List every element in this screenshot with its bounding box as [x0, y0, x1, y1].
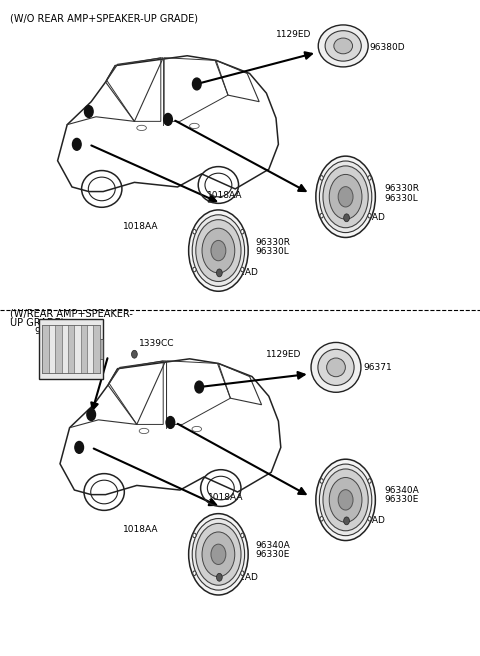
- Bar: [68, 325, 74, 373]
- Text: 96330E: 96330E: [256, 550, 290, 560]
- Bar: [42, 325, 49, 373]
- Circle shape: [323, 469, 368, 531]
- Circle shape: [164, 113, 172, 125]
- Circle shape: [316, 156, 375, 237]
- Text: UP GRADE): UP GRADE): [10, 318, 64, 328]
- Circle shape: [320, 479, 323, 483]
- Circle shape: [316, 459, 375, 541]
- Circle shape: [319, 161, 372, 233]
- Bar: [55, 325, 61, 373]
- Bar: [98, 339, 104, 359]
- Circle shape: [193, 533, 196, 538]
- Text: 1018AA: 1018AA: [123, 222, 158, 231]
- Circle shape: [338, 489, 353, 510]
- Circle shape: [193, 230, 196, 234]
- Text: 1491AD: 1491AD: [223, 573, 259, 582]
- Circle shape: [193, 267, 196, 272]
- Circle shape: [320, 213, 323, 218]
- Circle shape: [132, 350, 137, 358]
- Circle shape: [72, 138, 81, 150]
- Circle shape: [195, 381, 204, 393]
- Circle shape: [192, 518, 245, 590]
- Text: 96370N: 96370N: [35, 327, 70, 336]
- Ellipse shape: [318, 25, 368, 67]
- Text: 96340A: 96340A: [256, 541, 290, 550]
- Circle shape: [196, 523, 241, 585]
- Circle shape: [320, 176, 323, 180]
- Text: 1491AD: 1491AD: [350, 516, 386, 525]
- Circle shape: [211, 240, 226, 260]
- Bar: [93, 325, 100, 373]
- Circle shape: [368, 176, 371, 180]
- Circle shape: [241, 230, 244, 234]
- Ellipse shape: [311, 342, 361, 392]
- Ellipse shape: [318, 349, 354, 386]
- Circle shape: [192, 78, 201, 90]
- Text: 96330E: 96330E: [384, 495, 419, 504]
- Ellipse shape: [326, 358, 346, 377]
- Text: (W/O REAR AMP+SPEAKER-UP GRADE): (W/O REAR AMP+SPEAKER-UP GRADE): [10, 13, 198, 24]
- Bar: [38, 319, 104, 379]
- Circle shape: [216, 573, 222, 581]
- Circle shape: [166, 417, 175, 428]
- Text: 96330R: 96330R: [384, 184, 419, 194]
- Circle shape: [192, 215, 245, 287]
- Ellipse shape: [334, 38, 352, 54]
- Circle shape: [241, 267, 244, 272]
- Text: 96380D: 96380D: [370, 43, 405, 52]
- Text: 96330L: 96330L: [256, 247, 289, 256]
- Ellipse shape: [325, 31, 361, 61]
- Circle shape: [189, 514, 248, 595]
- Circle shape: [84, 106, 93, 117]
- Circle shape: [368, 479, 371, 483]
- Circle shape: [189, 210, 248, 291]
- Bar: [81, 325, 87, 373]
- Circle shape: [344, 517, 349, 525]
- Circle shape: [202, 532, 235, 577]
- Text: 96330R: 96330R: [256, 238, 291, 247]
- Circle shape: [338, 186, 353, 207]
- Circle shape: [241, 533, 244, 538]
- Text: 96371: 96371: [364, 363, 393, 372]
- Circle shape: [344, 214, 349, 222]
- Text: 1129ED: 1129ED: [266, 350, 301, 359]
- Circle shape: [319, 464, 372, 536]
- Text: 1018AA: 1018AA: [207, 191, 242, 200]
- Circle shape: [329, 174, 362, 219]
- Circle shape: [368, 213, 371, 218]
- Text: 96330L: 96330L: [384, 194, 418, 203]
- Circle shape: [323, 166, 368, 228]
- Circle shape: [216, 269, 222, 277]
- Text: 1491AD: 1491AD: [350, 213, 386, 222]
- Text: 1129ED: 1129ED: [276, 30, 311, 39]
- Text: 1491AD: 1491AD: [223, 268, 259, 277]
- Text: (W/REAR AMP+SPEAKER-: (W/REAR AMP+SPEAKER-: [10, 308, 132, 319]
- Bar: [42, 325, 100, 373]
- Text: 1018AA: 1018AA: [123, 525, 158, 534]
- Circle shape: [368, 516, 371, 521]
- Text: 96340A: 96340A: [384, 486, 419, 495]
- Circle shape: [87, 409, 96, 420]
- Circle shape: [193, 571, 196, 575]
- Text: 1018AA: 1018AA: [208, 493, 244, 502]
- Circle shape: [329, 478, 362, 522]
- Circle shape: [211, 544, 226, 564]
- Circle shape: [202, 228, 235, 273]
- Circle shape: [196, 220, 241, 281]
- Circle shape: [241, 571, 244, 575]
- Text: 1339CC: 1339CC: [139, 339, 175, 348]
- Circle shape: [320, 516, 323, 521]
- Circle shape: [75, 441, 84, 453]
